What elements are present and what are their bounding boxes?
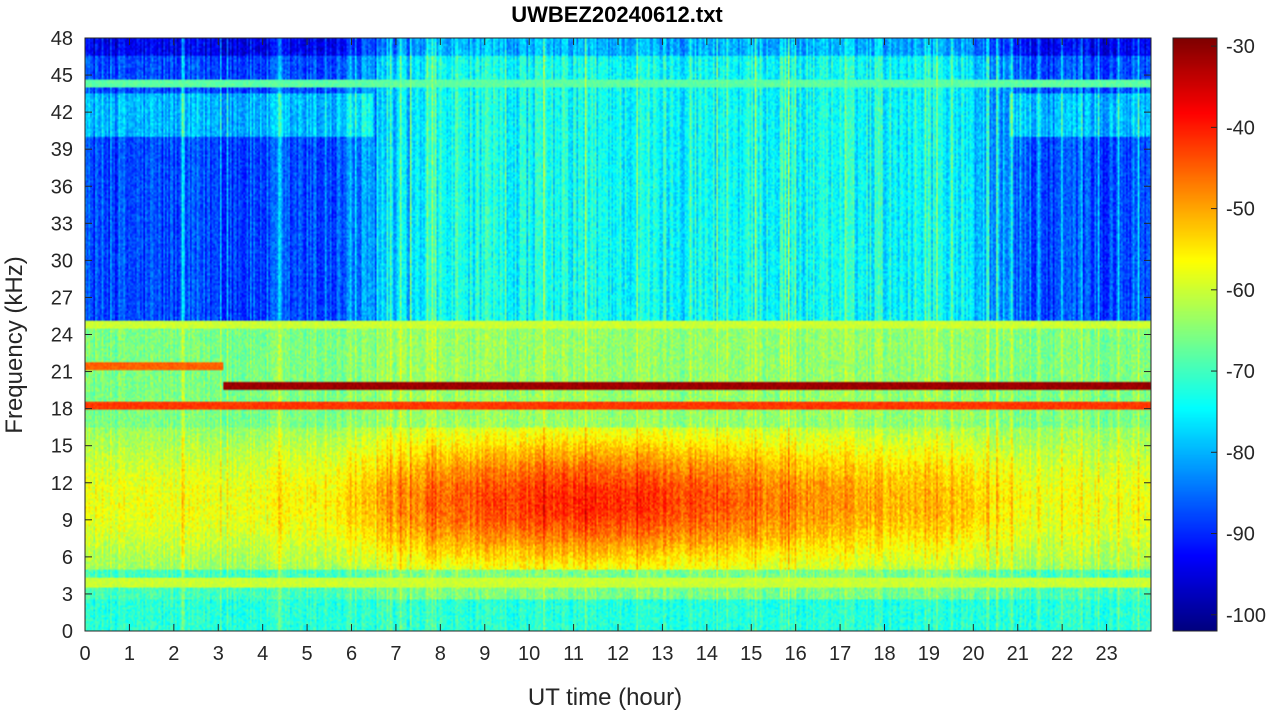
chart-title: UWBEZ20240612.txt bbox=[511, 2, 723, 27]
y-tick-label: 9 bbox=[62, 510, 73, 532]
y-tick-label: 33 bbox=[51, 213, 73, 235]
colorbar-tick-label: -50 bbox=[1226, 199, 1255, 221]
colorbar: -30 -40 -50 -60 -70 -80 -90 -100 bbox=[1172, 36, 1266, 632]
colorbar-gradient bbox=[1173, 38, 1217, 631]
x-tick-label: 5 bbox=[302, 643, 313, 665]
y-tick-label: 18 bbox=[51, 399, 73, 421]
y-tick-label: 15 bbox=[51, 436, 73, 458]
spectrogram-heatmap bbox=[85, 38, 1151, 631]
x-tick-label: 8 bbox=[435, 643, 446, 665]
colorbar-tick-label: -70 bbox=[1226, 361, 1255, 383]
y-tick-label: 27 bbox=[51, 287, 73, 309]
x-tick-label: 18 bbox=[873, 643, 895, 665]
colorbar-tick-label: -60 bbox=[1226, 280, 1255, 302]
colorbar-tick-label: -30 bbox=[1226, 36, 1255, 58]
y-tick-label: 30 bbox=[51, 250, 73, 272]
y-tick-label: 42 bbox=[51, 102, 73, 124]
y-tick-label: 3 bbox=[62, 584, 73, 606]
y-axis-label: Frequency (kHz) bbox=[1, 256, 28, 433]
y-tick-label: 21 bbox=[51, 362, 73, 384]
y-tick-label: 24 bbox=[51, 325, 73, 347]
x-tick-label: 14 bbox=[696, 643, 718, 665]
x-tick-label: 3 bbox=[213, 643, 224, 665]
plot-area bbox=[84, 37, 1152, 632]
x-tick-label: 10 bbox=[518, 643, 540, 665]
x-tick-label: 22 bbox=[1051, 643, 1073, 665]
x-tick-label: 23 bbox=[1095, 643, 1117, 665]
colorbar-frame bbox=[1172, 37, 1218, 632]
x-tick-label: 6 bbox=[346, 643, 357, 665]
x-tick-label: 11 bbox=[563, 643, 584, 665]
x-tick-label: 9 bbox=[479, 643, 490, 665]
x-tick-label: 12 bbox=[607, 643, 629, 665]
x-tick-label: 16 bbox=[785, 643, 807, 665]
x-tick-label: 20 bbox=[962, 643, 984, 665]
y-tick-label: 48 bbox=[51, 28, 73, 50]
y-tick-label: 0 bbox=[62, 621, 73, 643]
colorbar-tick-label: -40 bbox=[1226, 117, 1255, 139]
x-tick-label: 7 bbox=[390, 643, 401, 665]
y-tick-label: 45 bbox=[51, 65, 73, 87]
x-tick-label: 2 bbox=[168, 643, 179, 665]
x-tick-label: 21 bbox=[1007, 643, 1029, 665]
y-tick-label: 6 bbox=[62, 547, 73, 569]
colorbar-tick-label: -90 bbox=[1226, 524, 1255, 546]
x-tick-label: 17 bbox=[829, 643, 851, 665]
x-tick-label: 0 bbox=[79, 643, 90, 665]
x-tick-label: 1 bbox=[124, 643, 135, 665]
y-tick-label: 12 bbox=[51, 473, 73, 495]
y-tick-label: 39 bbox=[51, 139, 73, 161]
colorbar-ticks: -30 -40 -50 -60 -70 -80 -90 -100 bbox=[1211, 36, 1266, 627]
x-tick-label: 15 bbox=[740, 643, 762, 665]
x-tick-label: 13 bbox=[651, 643, 673, 665]
colorbar-tick-label: -100 bbox=[1226, 605, 1266, 627]
x-tick-label: 4 bbox=[257, 643, 268, 665]
y-tick-label: 36 bbox=[51, 176, 73, 198]
x-tick-label: 19 bbox=[918, 643, 940, 665]
x-axis-ticks: 0 1 2 3 4 5 6 7 8 9 10 11 12 13 14 15 16 17 18 19 20 21 22 23 bbox=[79, 38, 1118, 665]
x-axis-label: UT time (hour) bbox=[528, 684, 682, 711]
colorbar-tick-label: -80 bbox=[1226, 442, 1255, 464]
